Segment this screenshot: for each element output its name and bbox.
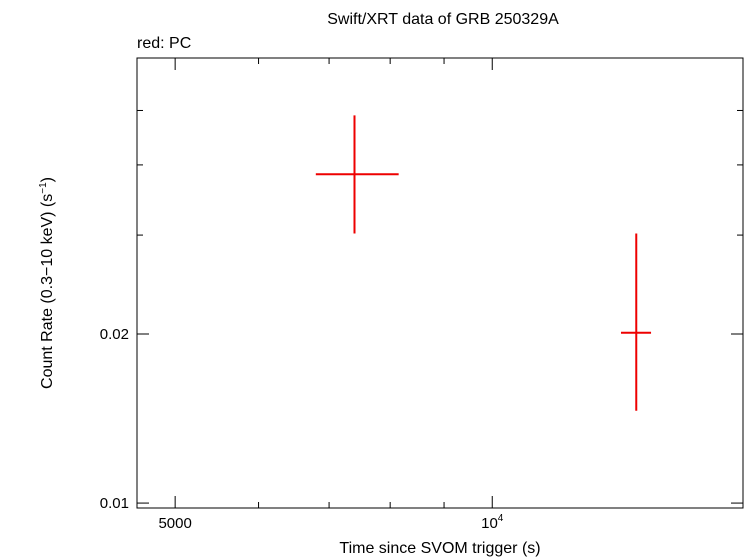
y-axis-label-close: ): [39, 177, 56, 182]
x-axis-label: Time since SVOM trigger (s): [339, 540, 540, 557]
plot-frame: [136, 57, 744, 509]
x-tick-label-superscript: 4: [498, 513, 504, 524]
chart-subtitle: red: PC: [137, 35, 191, 52]
x-tick-label: 104: [481, 513, 504, 532]
x-tick-label: 5000: [158, 515, 191, 532]
x-tick-label-base: 10: [481, 515, 498, 532]
chart-title: Swift/XRT data of GRB 250329A: [327, 11, 559, 28]
y-axis-label: Count Rate (0.3−10 keV) (s−1): [38, 177, 56, 389]
y-axis-label-superscript: −1: [38, 182, 49, 194]
y-axis-label-main: Count Rate (0.3−10 keV) (s: [39, 194, 56, 389]
y-tick-label: 0.01: [100, 495, 129, 512]
x-tick-label-base: 5000: [158, 515, 191, 532]
y-tick-label: 0.02: [100, 326, 129, 343]
